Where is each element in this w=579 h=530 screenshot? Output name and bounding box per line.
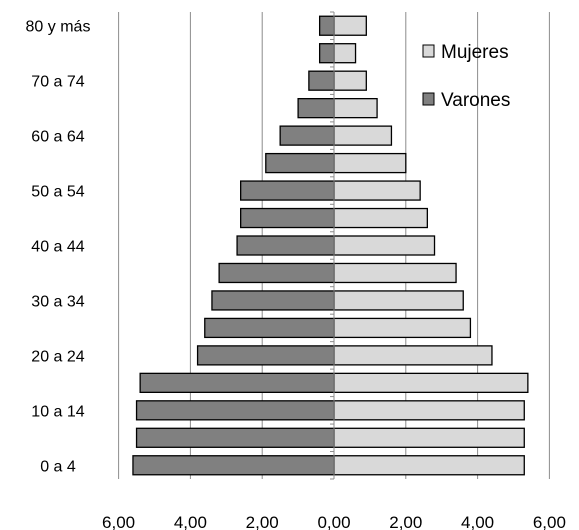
y-category-label: 50 a 54 <box>31 184 84 201</box>
bar-varones <box>204 317 335 339</box>
bar-mujeres <box>333 400 525 421</box>
legend: Mujeres Varones <box>422 42 510 111</box>
x-tick-label: 2,00 <box>389 513 422 530</box>
x-tick-label: 6,00 <box>102 513 135 530</box>
legend-swatch <box>422 44 435 58</box>
x-tick-label: 6,00 <box>533 513 566 530</box>
bar-mujeres <box>333 70 367 91</box>
bar-varones <box>211 290 335 311</box>
bar-varones <box>218 262 335 284</box>
center-axis <box>330 11 335 480</box>
bar-mujeres <box>333 345 493 366</box>
bar-mujeres <box>333 455 525 476</box>
bar-varones <box>297 97 335 119</box>
bar-mujeres <box>333 15 367 36</box>
y-category-label: 0 a 4 <box>40 458 76 475</box>
y-category-label: 10 a 14 <box>31 403 84 420</box>
bar-mujeres <box>333 152 407 174</box>
y-category-label: 30 a 34 <box>31 293 84 310</box>
y-category-label: 40 a 44 <box>31 239 84 256</box>
bar-varones <box>318 43 335 64</box>
bar-varones <box>318 15 335 36</box>
x-tick-labels: 6,00 4,00 2,00 0,00 2,00 4,00 6,00 <box>102 513 566 530</box>
x-tick-label: 4,00 <box>461 513 494 530</box>
bar-varones <box>139 372 335 394</box>
bar-varones <box>135 400 335 421</box>
bar-mujeres <box>333 262 457 284</box>
bar-varones <box>240 180 335 201</box>
x-tick-label: 2,00 <box>246 513 279 530</box>
legend-label: Varones <box>441 90 510 111</box>
bar-varones <box>132 455 335 476</box>
bar-varones <box>265 152 335 174</box>
legend-swatch <box>422 92 435 106</box>
y-category-label: 20 a 24 <box>31 348 84 365</box>
bar-mujeres <box>333 290 464 311</box>
bar-mujeres <box>333 43 357 64</box>
x-tick-label: 0,00 <box>317 513 350 530</box>
bar-varones <box>279 125 335 146</box>
bar-varones <box>236 235 335 256</box>
bar-mujeres <box>333 427 525 448</box>
bar-mujeres <box>333 207 428 229</box>
bar-mujeres <box>333 317 472 339</box>
legend-label: Mujeres <box>441 42 509 63</box>
bar-mujeres <box>333 180 421 201</box>
bars-group <box>132 15 529 476</box>
bar-varones <box>240 207 335 229</box>
y-category-labels: 0 a 4 10 a 14 20 a 24 30 a 34 40 a 44 50 a 54… <box>26 19 91 476</box>
bar-varones <box>308 70 335 91</box>
bar-mujeres <box>333 235 436 256</box>
y-category-label: 70 a 74 <box>31 74 84 91</box>
bar-mujeres <box>333 372 529 394</box>
bar-mujeres <box>333 97 378 119</box>
y-category-label: 80 y más <box>26 19 91 36</box>
x-tick-label: 4,00 <box>174 513 207 530</box>
bar-mujeres <box>333 125 393 146</box>
y-category-label: 60 a 64 <box>31 129 84 146</box>
bar-varones <box>135 427 335 448</box>
bar-varones <box>196 345 335 366</box>
